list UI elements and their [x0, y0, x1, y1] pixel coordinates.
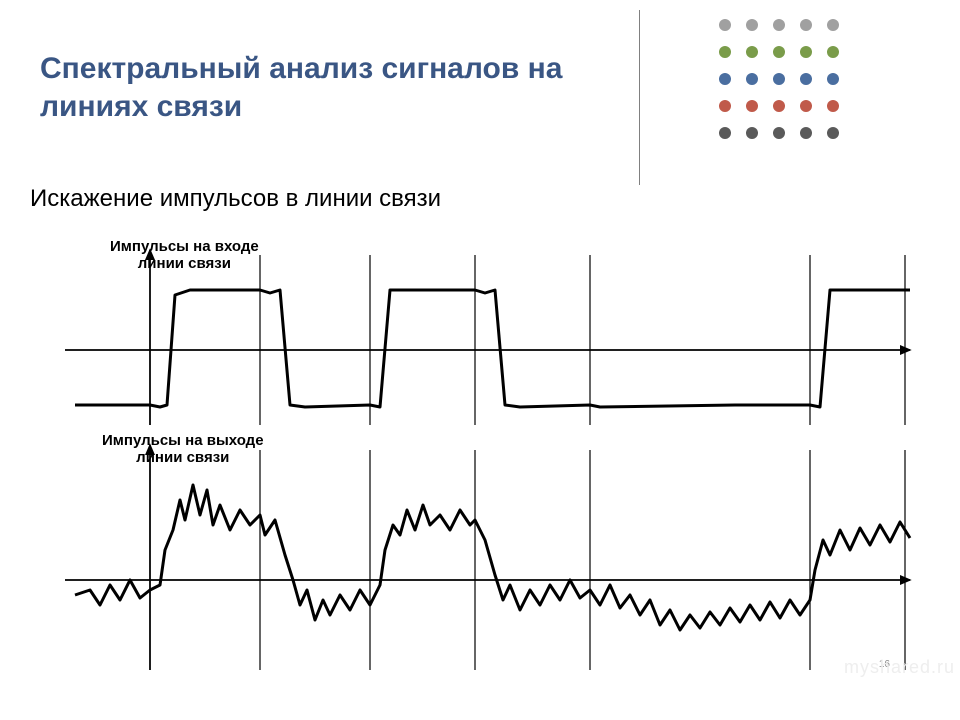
page-subtitle: Искажение импульсов в линии связи	[30, 185, 441, 213]
decor-divider	[639, 10, 640, 185]
decor-dots	[710, 10, 870, 170]
chart-bottom	[35, 430, 925, 680]
slide: Спектральный анализ сигналов на линиях с…	[0, 0, 960, 720]
chart-top	[35, 235, 925, 435]
watermark: myshared.ru	[844, 657, 955, 678]
page-title: Спектральный анализ сигналов на линиях с…	[40, 50, 600, 125]
